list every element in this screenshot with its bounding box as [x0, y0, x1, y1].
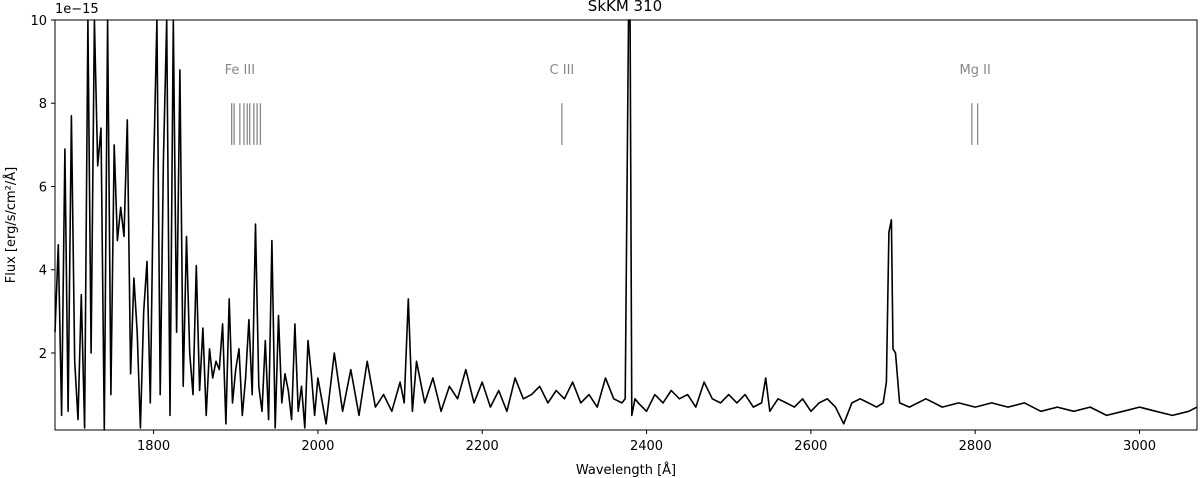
y-tick-label: 10 — [30, 14, 47, 29]
x-axis: 1800 2000 2200 2400 2600 2800 3000 — [137, 430, 1156, 454]
line-marker-group-0: Fe III — [225, 63, 262, 145]
chart-title: SkKM 310 — [588, 0, 662, 15]
x-tick-label: 2400 — [630, 439, 663, 454]
line-marker-group-1: C III — [550, 63, 575, 145]
x-tick-label: 2600 — [794, 439, 827, 454]
x-tick-label: 2200 — [466, 439, 499, 454]
y-axis-offset-text: 1e−15 — [55, 2, 99, 17]
line-marker-label-0: Fe III — [225, 63, 255, 78]
line-marker-label-2: Mg II — [960, 63, 991, 78]
x-tick-label: 3000 — [1123, 439, 1156, 454]
y-tick-label: 4 — [39, 264, 47, 279]
y-tick-label: 2 — [39, 347, 47, 362]
spectral-line-markers: Fe III C III Mg II — [225, 63, 991, 145]
x-axis-label: Wavelength [Å] — [576, 462, 676, 478]
y-tick-label: 8 — [39, 97, 47, 112]
y-axis-label: Flux [erg/s/cm²/Å] — [3, 167, 19, 284]
x-tick-label: 1800 — [137, 439, 170, 454]
y-tick-label: 6 — [39, 180, 47, 195]
spectrum-line-0 — [54, 19, 1198, 431]
x-tick-label: 2000 — [301, 439, 334, 454]
line-marker-label-1: C III — [550, 63, 575, 78]
x-tick-label: 2800 — [959, 439, 992, 454]
plot-area — [54, 19, 1198, 431]
axes-frame — [54, 19, 1198, 431]
y-axis: 2 4 6 8 10 — [30, 14, 55, 362]
line-marker-group-2: Mg II — [960, 63, 991, 145]
